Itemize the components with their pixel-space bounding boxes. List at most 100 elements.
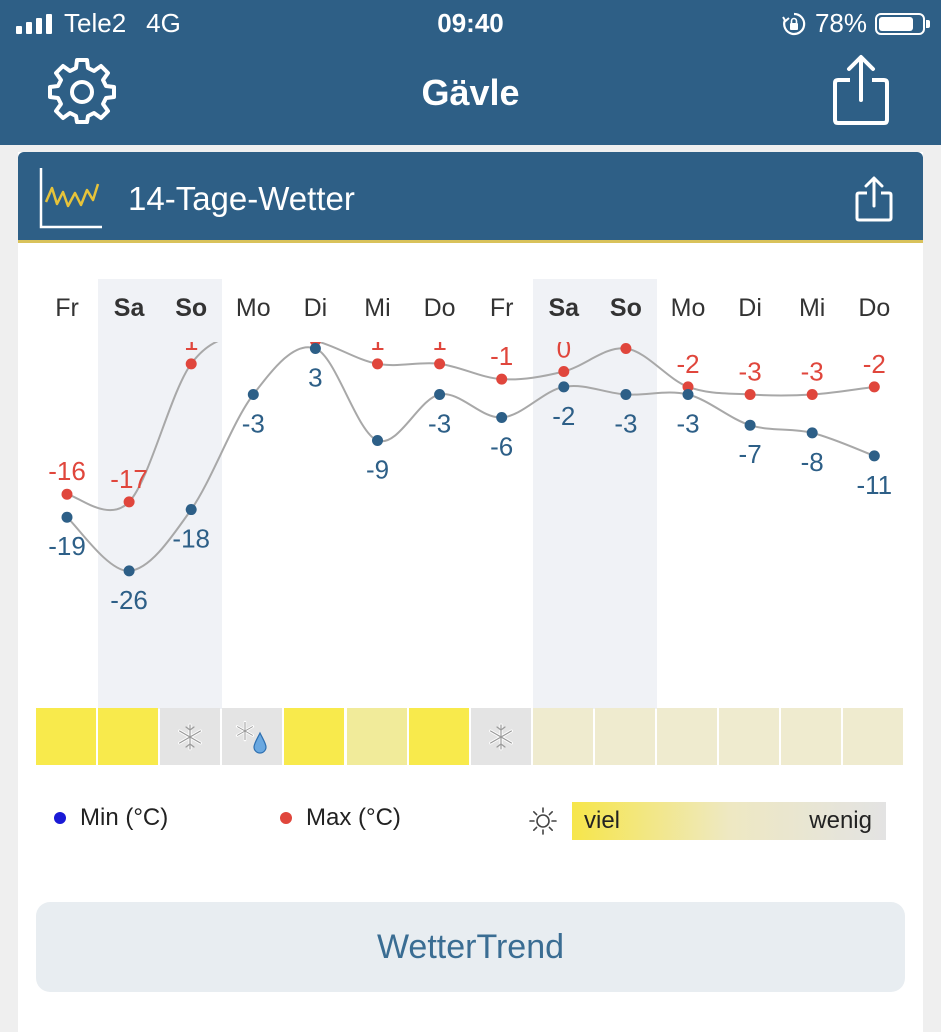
min-legend-label: Min (°C) bbox=[80, 804, 169, 831]
sunshine-cell bbox=[160, 708, 221, 765]
min-legend-dot bbox=[54, 812, 66, 824]
min-point bbox=[496, 412, 508, 424]
page-title: Gävle bbox=[421, 72, 520, 113]
day-label: Di bbox=[738, 294, 762, 322]
min-label: -6 bbox=[490, 432, 513, 462]
share-icon[interactable] bbox=[830, 54, 892, 126]
min-point bbox=[806, 427, 818, 439]
max-label: -3 bbox=[739, 357, 762, 387]
max-point bbox=[868, 381, 880, 393]
sunshine-cell bbox=[532, 708, 593, 765]
day-label: Sa bbox=[113, 294, 145, 322]
max-point bbox=[558, 366, 570, 377]
gear-icon[interactable] bbox=[48, 58, 116, 126]
max-point bbox=[682, 381, 694, 393]
day-label: Sa bbox=[548, 294, 580, 322]
day-label: Do bbox=[423, 294, 456, 322]
network-label: 4G bbox=[146, 8, 181, 38]
max-label: -1 bbox=[490, 342, 513, 371]
status-right: 78% bbox=[781, 8, 930, 39]
sunshine-cell bbox=[470, 708, 531, 765]
card-title: 14-Tage-Wetter bbox=[128, 180, 355, 217]
min-label: 3 bbox=[308, 362, 322, 392]
min-label: -26 bbox=[110, 585, 148, 615]
max-point bbox=[61, 488, 73, 500]
day-label: Di bbox=[303, 294, 328, 322]
min-label: -2 bbox=[552, 401, 575, 431]
snow-icon bbox=[471, 708, 531, 765]
max-point bbox=[496, 373, 508, 385]
max-point bbox=[434, 358, 446, 370]
min-label: -3 bbox=[242, 409, 265, 439]
sunshine-cell bbox=[719, 708, 780, 765]
sunshine-cell bbox=[284, 708, 345, 765]
min-point bbox=[185, 504, 197, 516]
snow-rain-icon bbox=[222, 708, 282, 765]
legend-max: Max (°C) bbox=[280, 804, 401, 832]
sunshine-cell bbox=[408, 708, 469, 765]
snow-icon bbox=[160, 708, 220, 765]
sunshine-cell bbox=[594, 708, 655, 765]
sunshine-cell bbox=[222, 708, 283, 765]
sunshine-cell bbox=[657, 708, 717, 765]
scale-low-label: viel bbox=[584, 807, 621, 834]
sun-icon bbox=[529, 807, 557, 835]
scale-high-label: wenig bbox=[809, 807, 872, 834]
max-label: 0 bbox=[557, 342, 571, 364]
sunshine-cell bbox=[346, 708, 407, 765]
max-point bbox=[620, 342, 632, 354]
share-icon[interactable] bbox=[854, 176, 894, 222]
wettertrend-button[interactable]: WetterTrend bbox=[36, 902, 905, 992]
line-chart-icon bbox=[39, 168, 102, 229]
min-label: -3 bbox=[676, 409, 699, 439]
min-point bbox=[558, 381, 570, 393]
day-label: Mo bbox=[235, 294, 271, 322]
max-label: 1 bbox=[432, 342, 446, 356]
carrier-label: Tele2 bbox=[64, 8, 127, 38]
min-point bbox=[620, 389, 632, 401]
day-label: Mi bbox=[798, 294, 826, 322]
sunshine-cell bbox=[843, 708, 904, 765]
min-point bbox=[682, 389, 694, 401]
min-label: -19 bbox=[48, 531, 86, 561]
min-point bbox=[744, 419, 756, 431]
day-label: Fr bbox=[489, 294, 514, 322]
max-point bbox=[806, 389, 818, 401]
sunshine-cell bbox=[36, 708, 96, 765]
sunshine-cell bbox=[781, 708, 842, 765]
day-label: Mo bbox=[670, 294, 706, 322]
day-label: Do bbox=[858, 294, 891, 322]
min-label: -9 bbox=[366, 455, 389, 485]
sunshine-cell bbox=[98, 708, 159, 765]
min-label: -18 bbox=[172, 524, 210, 554]
min-point bbox=[868, 450, 880, 462]
max-label: -2 bbox=[863, 349, 886, 379]
signal-icon bbox=[16, 13, 52, 34]
legend-min: Min (°C) bbox=[54, 804, 168, 832]
temperature-chart: -16-1715411-103-2-3-3-2-19-26-18-33-9-3-… bbox=[48, 342, 892, 615]
card-header: 14-Tage-Wetter bbox=[18, 152, 923, 243]
min-point bbox=[247, 389, 259, 401]
day-label: So bbox=[175, 294, 208, 322]
max-point bbox=[185, 358, 197, 370]
sunshine-scale: viel wenig bbox=[572, 802, 886, 840]
max-label: -17 bbox=[110, 464, 148, 494]
max-point bbox=[123, 496, 135, 508]
battery-icon bbox=[875, 12, 930, 35]
day-label: So bbox=[609, 294, 642, 322]
min-label: -8 bbox=[801, 447, 824, 477]
max-label: -2 bbox=[676, 349, 699, 379]
max-label: -16 bbox=[48, 456, 86, 486]
max-point bbox=[372, 358, 383, 370]
app-header: Tele2 4G 09:40 78% Gävle bbox=[0, 0, 941, 145]
min-label: -3 bbox=[428, 409, 451, 439]
min-point bbox=[123, 565, 135, 577]
max-label: 1 bbox=[184, 342, 198, 356]
day-label: Fr bbox=[55, 294, 79, 322]
min-point bbox=[309, 342, 321, 354]
status-bar: Tele2 4G 09:40 78% bbox=[0, 0, 941, 48]
min-label: -7 bbox=[739, 439, 762, 469]
forecast-card: 14-Tage-Wetter Fr Sa So Mo Di Mi Do Fr Sa So Mo Di M… bbox=[18, 152, 923, 1032]
min-point bbox=[372, 435, 383, 447]
day-label: Mi bbox=[364, 294, 391, 322]
